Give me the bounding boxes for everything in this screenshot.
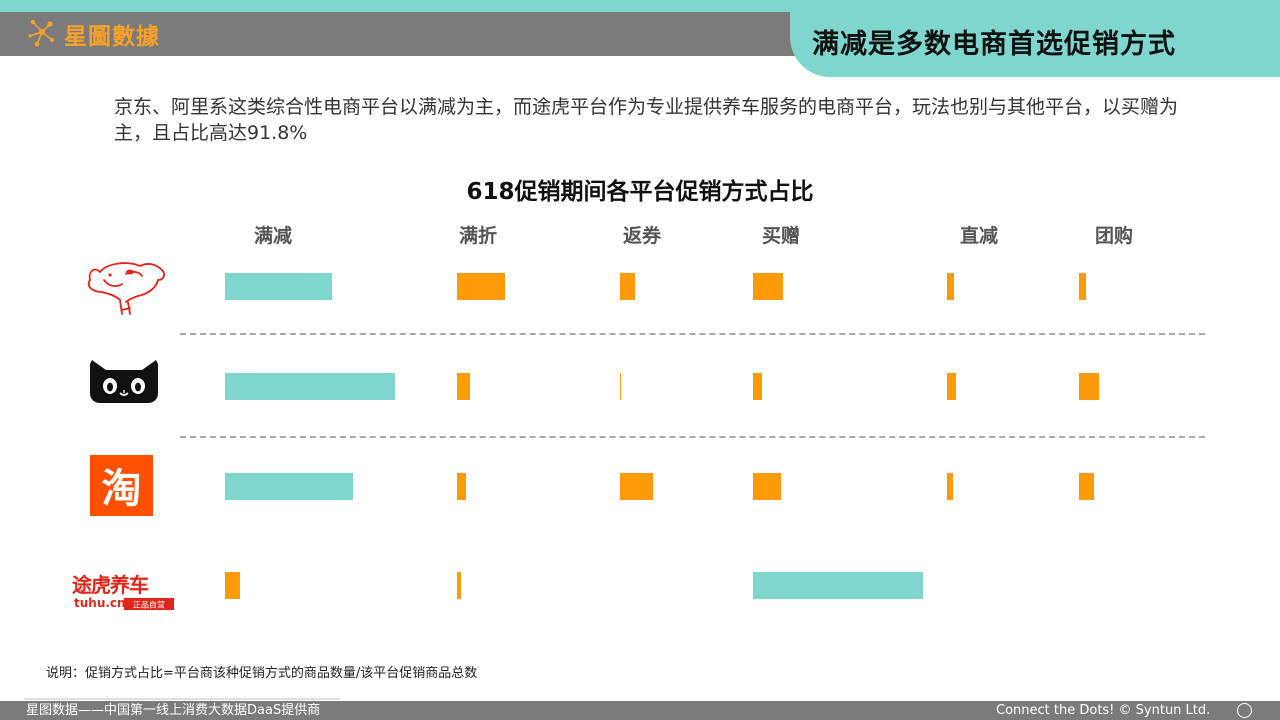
tmall-cat-logo [90, 360, 158, 403]
row-divider-0 [180, 333, 1205, 335]
bar-row2-col5 [1079, 473, 1094, 500]
footer-divider [24, 698, 340, 700]
footer-circle-icon [1237, 703, 1252, 718]
footnote: 说明：促销方式占比=平台商该种促销方式的商品数量/该平台促销商品总数 [46, 666, 478, 681]
jd-dog-logo [87, 262, 165, 315]
intro-text: 京东、阿里系这类综合性电商平台以满减为主，而途虎平台作为专业提供养车服务的电商平… [114, 96, 1179, 144]
column-header-4: 直减 [960, 225, 999, 247]
bar-row1-col2 [620, 373, 621, 400]
tuhu-logo-main-text: 途虎养车 [72, 573, 149, 597]
bar-row2-col4 [947, 473, 953, 500]
column-header-0: 满减 [254, 225, 293, 247]
tuhu-logo-domain-text: tuhu.cn [74, 596, 126, 610]
bar-row1-col3 [753, 373, 763, 400]
page-title: 满减是多数电商首选促销方式 [812, 29, 1176, 60]
bar-row3-col3 [753, 572, 923, 599]
column-header-3: 买赠 [762, 225, 801, 247]
bar-row1-col0 [225, 373, 396, 400]
bar-row2-col3 [753, 473, 781, 500]
constellation-logo-icon [28, 19, 54, 47]
bar-row2-col1 [457, 473, 467, 500]
column-header-1: 满折 [459, 225, 498, 247]
bar-row1-col5 [1079, 373, 1100, 400]
bar-row3-col1 [457, 572, 461, 599]
bar-row0-col2 [620, 273, 635, 300]
bar-row0-col1 [457, 273, 506, 300]
footer-slogan: 星图数据——中国第一线上消费大数据DaaS提供商 [26, 703, 321, 718]
bar-row0-col4 [947, 273, 955, 300]
bar-row3-col0 [225, 572, 240, 599]
bar-row0-col3 [753, 273, 783, 300]
column-header-2: 返券 [623, 225, 662, 247]
bar-row2-col0 [225, 473, 353, 500]
tuhu-logo: 途虎养车 tuhu.cn 正品自营 [72, 573, 174, 610]
logo-text: 星圖數據 [64, 24, 160, 50]
logo: 星圖數據 [28, 16, 160, 52]
bar-row0-col0 [225, 273, 333, 300]
bar-row2-col2 [620, 473, 654, 500]
bar-row0-col5 [1079, 273, 1087, 300]
title-tab [790, 0, 1280, 77]
header-bar [0, 12, 830, 56]
taobao-logo: 淘 [90, 455, 153, 516]
bar-row1-col1 [457, 373, 470, 400]
footer-bar [0, 701, 1280, 720]
tuhu-logo-badge-text: 正品自营 [133, 600, 165, 610]
chart-title: 618促销期间各平台促销方式占比 [466, 179, 814, 205]
taobao-logo-text: 淘 [102, 466, 142, 512]
row-divider-1 [180, 436, 1205, 438]
footer-copyright: Connect the Dots! © Syntun Ltd. [996, 703, 1211, 718]
bar-row1-col4 [947, 373, 957, 400]
column-header-5: 团购 [1095, 225, 1134, 247]
